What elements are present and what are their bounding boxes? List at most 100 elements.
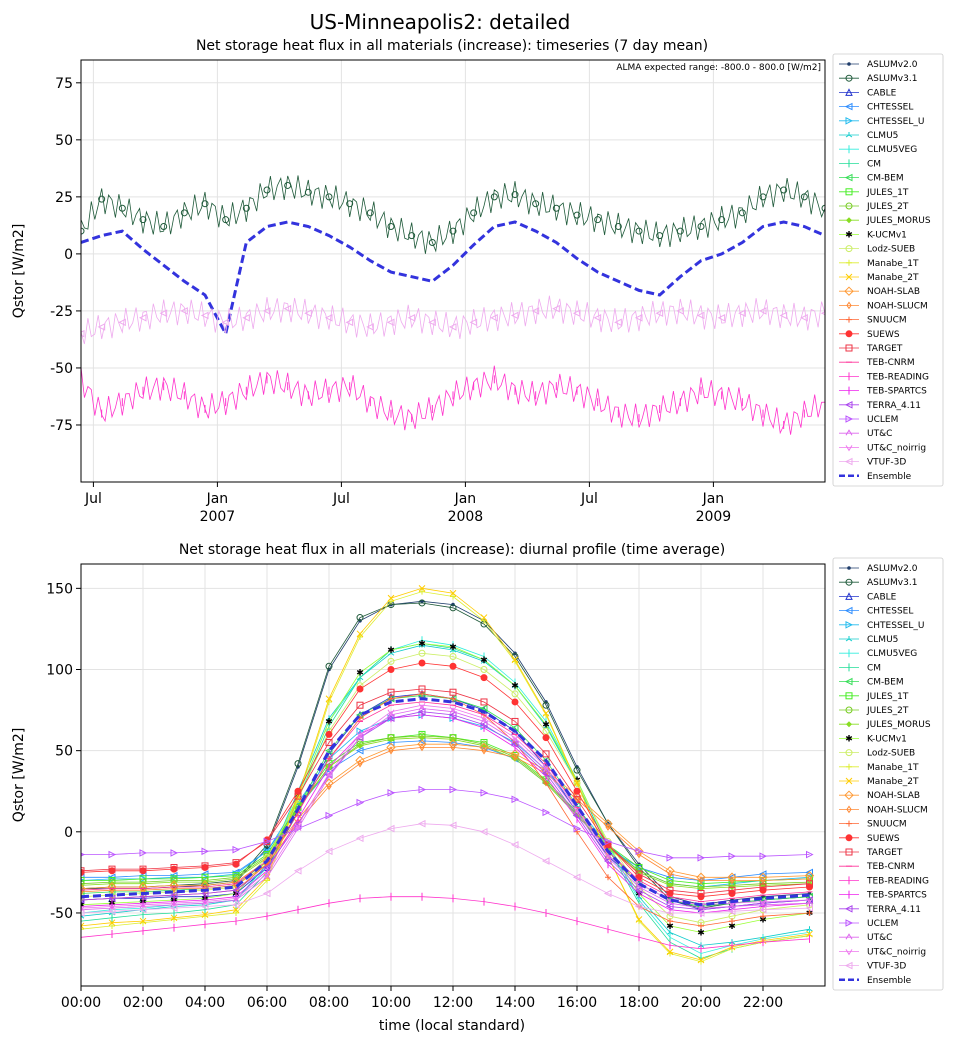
data-point	[139, 865, 147, 873]
x-tick-label: Jan	[702, 491, 725, 507]
data-point	[138, 905, 147, 914]
legend-label: JULES_2T	[866, 706, 909, 716]
legend-marker	[846, 763, 852, 770]
legend-label: Ensemble	[867, 472, 912, 482]
data-point	[665, 866, 675, 876]
legend-label: CHTESSEL	[867, 607, 913, 617]
x-tick-label: Jul	[332, 491, 350, 507]
data-point	[717, 313, 726, 322]
legend-item-utandc: UT&C	[839, 429, 892, 439]
data-point	[233, 875, 239, 882]
series-area: ✱✱✱✱✱✱✱✱✱✱✱✱✱✱✱✱✱✱✱✱✱✱✱✱	[81, 584, 815, 965]
x-tick-label: 14:00	[495, 995, 535, 1011]
legend-marker	[844, 286, 854, 296]
data-point	[806, 850, 814, 859]
data-point	[107, 907, 116, 916]
data-point: ✱	[325, 717, 333, 727]
legend-item-cm-bem: CM-BEM	[839, 678, 904, 688]
legend-label: ASLUMv3.1	[867, 74, 917, 84]
data-point	[667, 870, 673, 878]
data-point	[479, 704, 488, 713]
legend-label: CLMU5	[867, 635, 898, 645]
legend-item-clmu5veg: CLMU5VEG	[839, 649, 917, 659]
legend-item-jules-1t: JULES_1T	[839, 188, 909, 198]
data-point	[635, 847, 644, 856]
legend-item-teb-spartcs: TEB-SPARTCS	[839, 891, 927, 901]
data-point	[418, 599, 426, 607]
legend-item-utandc: UT&C	[839, 933, 892, 943]
legend-label: TEB-SPARTCS	[866, 891, 927, 901]
data-point	[387, 789, 396, 797]
series-ensemble	[81, 697, 810, 907]
x-tick-label: 18:00	[619, 995, 659, 1011]
data-point	[81, 896, 85, 904]
legend-marker	[845, 949, 853, 956]
data-point	[572, 811, 581, 820]
data-point	[108, 850, 117, 859]
legend-item-terra-4-11: TERRA_4.11	[839, 905, 921, 915]
data-point	[242, 204, 250, 212]
diurnal-ylabel: Qstor [W/m2]	[11, 728, 27, 823]
data-point	[727, 872, 737, 882]
data-point	[821, 204, 825, 212]
data-point	[262, 863, 271, 872]
series-line-jules-2t	[81, 735, 810, 888]
data-point	[160, 223, 168, 231]
legend-item-cm: CM	[839, 663, 881, 673]
data-point	[698, 876, 704, 885]
data-point	[345, 318, 354, 327]
data-point	[170, 914, 178, 922]
legend-marker	[845, 706, 853, 714]
legend-label: CM	[867, 663, 881, 673]
data-point	[511, 690, 519, 698]
data-point	[417, 819, 426, 828]
data-point	[805, 896, 813, 904]
y-tick-label: 0	[64, 247, 73, 263]
data-point	[635, 870, 643, 878]
legend-label: CLMU5VEG	[867, 649, 917, 659]
legend-item-manabe-2t: Manabe_2T	[839, 777, 919, 787]
data-point	[388, 598, 394, 605]
data-point	[490, 193, 498, 201]
legend-label: JULES_2T	[866, 202, 909, 212]
legend-label: CHTESSEL	[867, 103, 913, 113]
legend-marker	[845, 933, 853, 940]
data-point	[418, 659, 426, 667]
data-point	[511, 698, 519, 706]
data-point	[510, 311, 519, 320]
series-jules-1t	[81, 730, 813, 888]
data-point	[738, 209, 746, 217]
data-point	[170, 849, 179, 857]
legend-item-teb-reading: TEB-READING	[839, 372, 929, 382]
data-point: ✱	[449, 643, 457, 653]
legend-marker	[845, 919, 854, 927]
y-tick-label: 100	[46, 663, 73, 679]
data-point	[573, 211, 581, 219]
data-point	[511, 656, 519, 664]
data-point	[697, 853, 706, 862]
legend-label: UT&C_noirrig	[867, 443, 926, 453]
data-point	[542, 734, 550, 742]
legend-frame	[832, 557, 944, 991]
legend-item-jules-morus: JULES_MORUS	[839, 216, 931, 226]
legend-label: TEB-CNRM	[866, 358, 915, 368]
data-point	[758, 905, 767, 914]
data-point	[800, 193, 808, 201]
x-tick-label: 02:00	[123, 995, 163, 1011]
legend-label: UT&C	[867, 933, 892, 943]
legend-marker	[845, 202, 853, 210]
legend-item-teb-cnrm: TEB-CNRM	[839, 862, 915, 872]
legend-marker	[845, 116, 854, 125]
legend-marker	[845, 344, 853, 352]
legend-item-target: TARGET	[839, 848, 903, 858]
series-vtuf-3d	[81, 295, 825, 345]
data-point	[448, 821, 457, 830]
data-point	[81, 922, 85, 930]
legend-marker	[846, 721, 852, 728]
data-point	[366, 209, 374, 217]
data-point	[232, 859, 240, 867]
timeseries-ticks: -75 -50 -25 0 25 50 75 Jul Jan 2007 Jul Jan 2008 Jul J…	[50, 76, 731, 525]
series-teb-reading	[81, 892, 810, 953]
legend-item-snuucm: SNUUCM	[839, 820, 907, 830]
